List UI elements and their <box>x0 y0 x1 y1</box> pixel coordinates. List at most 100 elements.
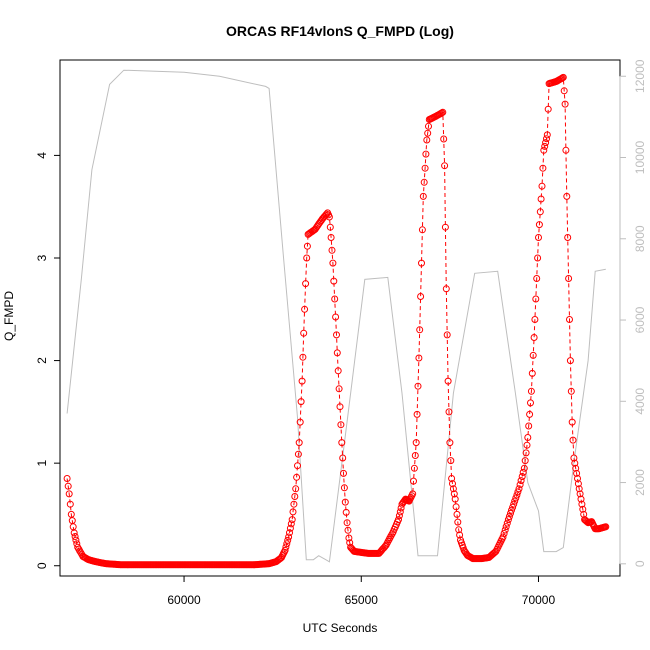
q-fmpd-point <box>424 129 432 137</box>
q-fmpd-point <box>508 506 515 514</box>
q-fmpd-point <box>515 485 523 493</box>
altitude-line <box>66 69 606 563</box>
q-fmpd-point <box>560 87 568 95</box>
q-fmpd-point <box>418 226 426 234</box>
q-fmpd-point <box>294 450 302 458</box>
q-fmpd-point <box>544 105 552 113</box>
q-fmpd-point <box>333 331 340 339</box>
q-fmpd-point <box>525 422 533 430</box>
q-fmpd-point <box>576 490 584 498</box>
q-fmpd-point <box>411 452 419 459</box>
q-fmpd-point <box>441 223 449 231</box>
q-fmpd-point <box>537 195 545 203</box>
q-fmpd-point <box>300 329 308 337</box>
q-fmpd-point <box>342 508 350 516</box>
q-fmpd-point <box>289 508 297 516</box>
q-fmpd-point <box>443 331 451 339</box>
q-fmpd-point <box>519 468 527 476</box>
q-fmpd-point <box>532 295 540 303</box>
q-fmpd-point <box>528 369 536 377</box>
q-fmpd-point <box>568 418 576 426</box>
q-fmpd-point <box>410 464 418 472</box>
q-fmpd-point <box>540 146 548 154</box>
q-fmpd-point <box>444 377 452 385</box>
q-fmpd-point <box>340 484 348 492</box>
q-fmpd-point <box>567 387 575 395</box>
y-tick-label: 3 <box>35 254 49 261</box>
y2-tick-label: 8000 <box>633 225 647 252</box>
x-axis-label: UTC Seconds <box>303 621 378 635</box>
q-fmpd-point <box>337 421 345 429</box>
q-fmpd-point <box>286 529 293 537</box>
q-fmpd-point <box>281 546 289 554</box>
q-fmpd-point <box>293 473 301 481</box>
q-fmpd-point <box>530 334 538 341</box>
q-fmpd-point <box>602 523 610 531</box>
q-fmpd-point <box>288 516 296 524</box>
y2-tick-label: 6000 <box>633 306 647 333</box>
q-fmpd-point <box>331 295 339 303</box>
q-fmpd-point <box>448 475 456 482</box>
q-fmpd-point <box>76 547 84 555</box>
q-fmpd-point <box>450 490 458 498</box>
q-fmpd-point <box>531 316 539 323</box>
y-tick-label: 2 <box>35 357 49 364</box>
q-fmpd-point <box>512 494 520 502</box>
q-fmpd-point <box>335 385 343 393</box>
y2-tick-label: 10000 <box>633 141 647 175</box>
q-fmpd-point <box>516 481 524 489</box>
y2-tick-label: 12000 <box>633 59 647 93</box>
q-fmpd-point <box>521 457 529 465</box>
q-fmpd-point <box>417 293 425 300</box>
q-fmpd-point <box>395 516 402 524</box>
q-fmpd-point <box>334 367 342 375</box>
q-fmpd-point <box>303 242 311 250</box>
q-fmpd-point <box>418 259 425 267</box>
q-fmpd-point <box>326 223 334 231</box>
q-fmpd-point <box>336 403 344 411</box>
q-fmpd-point <box>423 136 431 144</box>
q-fmpd-point <box>339 454 347 462</box>
q-fmpd-point <box>517 477 525 485</box>
chart-title: ORCAS RF14vlonS Q_FMPD (Log) <box>226 23 454 39</box>
y2-tick-label: 0 <box>633 560 647 567</box>
q-fmpd-point <box>66 500 74 508</box>
q-fmpd-point <box>439 108 447 116</box>
q-fmpd-point <box>574 480 582 488</box>
q-fmpd-point <box>529 351 537 359</box>
q-fmpd-point <box>333 349 341 357</box>
q-fmpd-point <box>571 459 579 467</box>
q-fmpd-point <box>447 457 455 465</box>
y-axis-label: Q_FMPD <box>2 291 16 341</box>
q-fmpd-point <box>284 536 292 544</box>
q-fmpd-point <box>446 439 454 447</box>
q-fmpd-point <box>572 464 580 472</box>
q-fmpd-point <box>292 485 300 493</box>
q-fmpd-point <box>422 150 430 158</box>
q-fmpd-point <box>332 313 340 321</box>
q-fmpd-series <box>63 73 610 569</box>
q-fmpd-point <box>541 142 549 150</box>
q-fmpd-point <box>425 122 432 130</box>
q-fmpd-point <box>574 475 581 482</box>
y-tick-label: 4 <box>35 152 49 159</box>
q-fmpd-point <box>504 516 512 524</box>
q-fmpd-point <box>453 510 461 518</box>
q-fmpd-point <box>538 182 546 190</box>
q-fmpd-point <box>65 490 73 498</box>
altitude-series <box>66 69 606 563</box>
q-fmpd-point <box>328 246 336 254</box>
q-fmpd-point <box>575 485 583 493</box>
q-fmpd-point <box>565 275 573 282</box>
q-fmpd-point <box>566 316 573 323</box>
axes: 60000 65000 70000 0 1 2 3 4 0 2000 4000 6000 8000 100… <box>35 59 647 607</box>
q-fmpd-point <box>410 477 417 485</box>
q-fmpd-point <box>559 73 567 81</box>
y-tick-label: 0 <box>35 562 49 569</box>
q-fmpd-point <box>283 540 291 548</box>
q-fmpd-point <box>291 493 299 500</box>
q-fmpd-point <box>569 436 577 444</box>
q-fmpd-point <box>412 439 420 447</box>
q-fmpd-point <box>518 473 526 480</box>
